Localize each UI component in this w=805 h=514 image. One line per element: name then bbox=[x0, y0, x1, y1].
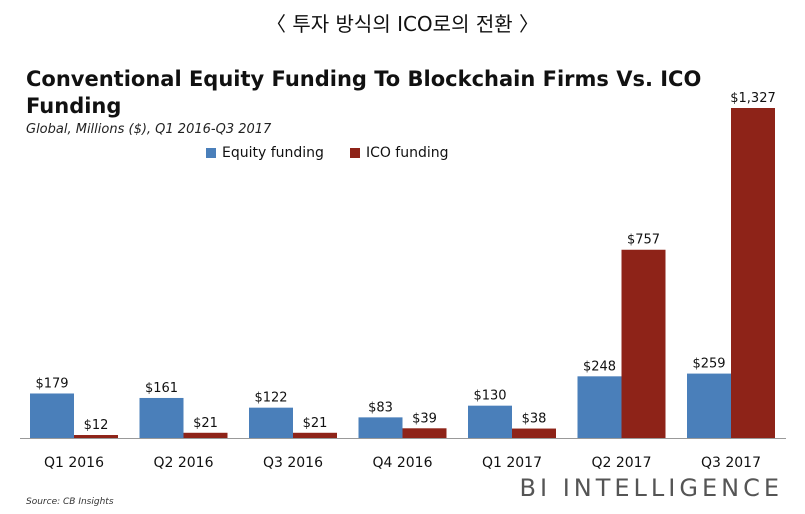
x-tick-label-2: Q2 2016 bbox=[153, 455, 213, 471]
legend-swatch-ico bbox=[349, 148, 360, 158]
brand-watermark: BI INTELLIGENCE bbox=[519, 474, 783, 502]
data-label-equity-5: $130 bbox=[473, 389, 506, 404]
korean-header-title: 〈 투자 방식의 ICO로의 전환 〉 bbox=[266, 12, 539, 36]
data-label-ico-5: $38 bbox=[522, 412, 547, 427]
data-label-ico-1: $12 bbox=[84, 418, 109, 433]
bar-equity-7 bbox=[687, 373, 731, 438]
data-label-ico-6: $757 bbox=[627, 233, 660, 248]
legend-label-ico: ICO funding bbox=[365, 145, 449, 161]
x-tick-label-5: Q1 2017 bbox=[482, 455, 542, 471]
bar-ico-4 bbox=[402, 428, 447, 438]
bar-equity-2 bbox=[139, 397, 184, 438]
chart-legend: Equity funding ICO funding bbox=[206, 145, 449, 161]
bar-equity-1 bbox=[30, 393, 74, 438]
bar-equity-6 bbox=[577, 376, 622, 438]
legend-item-equity: Equity funding bbox=[206, 145, 324, 161]
bar-ico-2 bbox=[183, 432, 228, 438]
data-label-equity-2: $161 bbox=[145, 381, 178, 396]
x-tick-label-1: Q1 2016 bbox=[44, 455, 104, 471]
data-label-equity-4: $83 bbox=[368, 400, 393, 415]
data-label-ico-2: $21 bbox=[193, 416, 218, 431]
data-label-ico-3: $21 bbox=[303, 416, 328, 431]
bar-ico-5 bbox=[512, 428, 556, 438]
chart-title: Conventional Equity Funding To Blockchai… bbox=[26, 67, 702, 118]
data-label-ico-7: $1,327 bbox=[730, 91, 776, 106]
x-tick-label-7: Q3 2017 bbox=[701, 455, 761, 471]
x-tick-label-3: Q3 2016 bbox=[263, 455, 323, 471]
bar-equity-4 bbox=[358, 417, 403, 438]
x-tick-label-4: Q4 2016 bbox=[372, 455, 432, 471]
bar-ico-6 bbox=[621, 249, 666, 438]
x-tick-label-6: Q2 2017 bbox=[591, 455, 651, 471]
data-label-ico-4: $39 bbox=[412, 411, 437, 426]
bar-equity-5 bbox=[468, 405, 512, 438]
bar-equity-3 bbox=[249, 407, 293, 438]
data-label-equity-6: $248 bbox=[583, 359, 616, 374]
bar-ico-1 bbox=[74, 435, 118, 438]
data-label-equity-1: $179 bbox=[35, 376, 68, 391]
bar-ico-7 bbox=[731, 108, 775, 438]
legend-swatch-equity bbox=[206, 148, 216, 158]
source-note: Source: CB Insights bbox=[26, 497, 114, 507]
legend-item-ico: ICO funding bbox=[349, 145, 449, 161]
legend-label-equity: Equity funding bbox=[222, 145, 324, 161]
data-label-equity-7: $259 bbox=[692, 357, 725, 372]
chart-subtitle: Global, Millions ($), Q1 2016-Q3 2017 bbox=[26, 122, 272, 137]
bar-ico-3 bbox=[293, 432, 337, 438]
data-label-equity-3: $122 bbox=[254, 391, 287, 406]
